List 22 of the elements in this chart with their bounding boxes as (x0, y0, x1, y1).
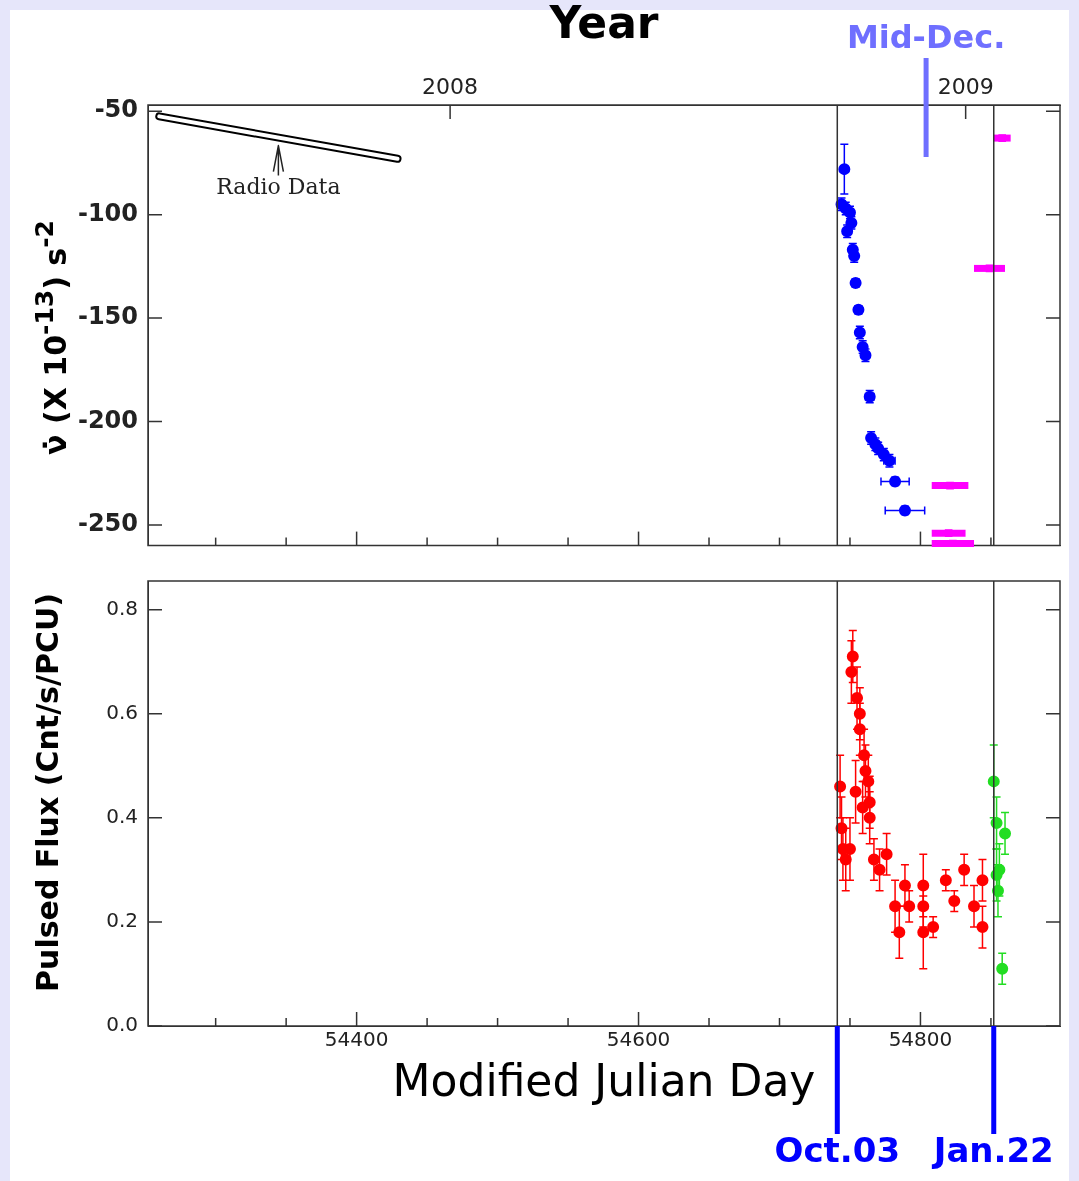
y-tick-label: -50 (94, 95, 138, 124)
y-tick-label: -150 (77, 302, 138, 331)
y-tick-label: -200 (77, 405, 138, 434)
y-tick-label: 0.0 (106, 1012, 138, 1037)
y-tick-label: -100 (77, 198, 138, 227)
x2-axis-title: Year (548, 0, 659, 48)
y-tick-label: 0.8 (106, 595, 138, 620)
x-tick-label: 54400 (324, 1027, 389, 1052)
y-tick-label: 0.6 (106, 699, 138, 724)
x2-tick-label: 2008 (422, 73, 479, 99)
ref-line-label: Oct.03 (774, 1129, 901, 1170)
y-tick-label: -250 (77, 509, 138, 538)
annotation: Radio Data (216, 174, 341, 200)
x-tick-label: 54600 (606, 1027, 671, 1052)
y-tick-label: 0.2 (106, 908, 138, 933)
y-tick-label: 0.4 (106, 804, 138, 829)
x2-tick-label: 2009 (937, 73, 994, 99)
x-tick-label: 54800 (888, 1027, 953, 1052)
ref-line-label: Jan.22 (931, 1129, 1054, 1170)
ref-line-label: Mid-Dec. (846, 18, 1006, 57)
x-axis-title: Modified Julian Day (392, 1055, 816, 1107)
y-axis-title: Pulsed Flux (Cnt/s/PCU) (30, 593, 65, 992)
